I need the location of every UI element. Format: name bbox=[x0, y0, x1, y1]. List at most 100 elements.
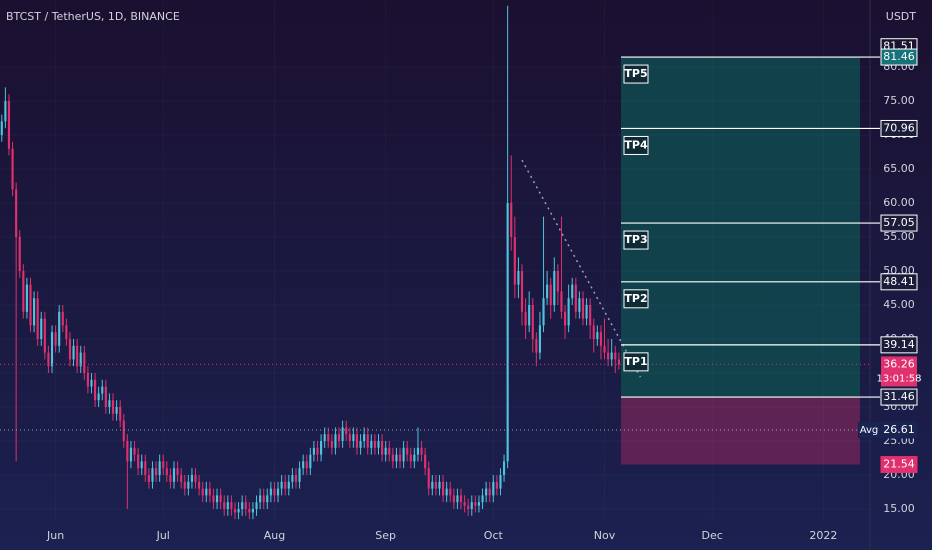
candle-body bbox=[273, 488, 276, 496]
candle-body bbox=[65, 325, 68, 340]
candle-body bbox=[50, 332, 54, 367]
avg-tag-box bbox=[858, 422, 880, 439]
candle-body bbox=[61, 311, 64, 326]
candle-body bbox=[334, 434, 337, 448]
candle-body bbox=[517, 270, 520, 285]
candle-body bbox=[312, 447, 315, 455]
target-tag: TP1 bbox=[624, 355, 647, 368]
target-price-label: 48.41 bbox=[883, 275, 915, 288]
chart-title: BTCST / TetherUS, 1D, BINANCE bbox=[6, 10, 180, 23]
candle-body bbox=[4, 100, 7, 122]
candle-body bbox=[133, 447, 136, 455]
countdown-label: 13:01:58 bbox=[877, 373, 922, 384]
candle-body bbox=[190, 475, 194, 482]
candle-body bbox=[434, 481, 437, 489]
candle-body bbox=[201, 488, 204, 496]
candle-body bbox=[377, 441, 380, 448]
candle-body bbox=[47, 352, 50, 367]
candles bbox=[0, 5, 620, 520]
candle-body bbox=[546, 284, 549, 299]
candle-body bbox=[366, 434, 369, 448]
target-tag: TP5 bbox=[624, 67, 647, 80]
candle-body bbox=[391, 454, 394, 462]
target-tag: TP3 bbox=[624, 233, 647, 246]
candle-body bbox=[158, 461, 161, 476]
candle-body bbox=[172, 468, 176, 482]
target-price-label: 70.96 bbox=[883, 121, 915, 134]
candle-body bbox=[154, 468, 158, 476]
candle-body bbox=[535, 339, 538, 353]
candle-body bbox=[502, 461, 506, 476]
candle-body bbox=[233, 509, 237, 513]
candle-body bbox=[445, 488, 448, 496]
candle-body bbox=[574, 284, 577, 312]
candle-body bbox=[205, 488, 208, 496]
candle-body bbox=[355, 434, 359, 448]
target-tag: TP2 bbox=[624, 292, 647, 305]
candle-body bbox=[237, 509, 240, 513]
candle-body bbox=[352, 434, 355, 442]
target-tag-box bbox=[623, 230, 649, 250]
candle-body bbox=[305, 461, 308, 469]
candle-body bbox=[381, 441, 384, 455]
candle-body bbox=[542, 298, 545, 326]
candle-body bbox=[449, 488, 452, 496]
candle-body bbox=[485, 488, 488, 496]
candle-body bbox=[510, 202, 513, 237]
candle-body bbox=[259, 495, 262, 503]
candle-body bbox=[280, 481, 283, 489]
candle-body bbox=[248, 509, 251, 513]
candle-body bbox=[495, 481, 498, 489]
candle-body bbox=[459, 495, 463, 503]
candle-body bbox=[309, 454, 312, 469]
candle-body bbox=[137, 454, 140, 469]
candle-body bbox=[370, 441, 373, 448]
candle-body bbox=[298, 468, 301, 482]
candle-body bbox=[266, 495, 269, 503]
target-tag-box bbox=[623, 352, 649, 372]
candle-body bbox=[427, 468, 430, 489]
candle-body bbox=[599, 332, 603, 346]
y-tick-label: 45.00 bbox=[883, 298, 915, 311]
candle-body bbox=[513, 236, 516, 285]
candle-body bbox=[11, 148, 14, 190]
candle-body bbox=[388, 447, 391, 455]
x-tick-label: 2022 bbox=[809, 529, 837, 542]
candle-body bbox=[592, 325, 595, 340]
candle-body bbox=[528, 304, 531, 326]
candle-body bbox=[567, 298, 570, 326]
x-tick-label: Oct bbox=[484, 529, 504, 542]
candle-body bbox=[15, 189, 18, 237]
candle-body bbox=[90, 379, 93, 387]
candle-body bbox=[183, 481, 186, 489]
candle-body bbox=[176, 468, 179, 476]
candle-body bbox=[198, 481, 201, 489]
candle-body bbox=[409, 454, 412, 462]
y-tick-label: 15.00 bbox=[883, 502, 915, 515]
candle-body bbox=[251, 509, 255, 513]
candle-body bbox=[607, 352, 610, 360]
candle-body bbox=[520, 270, 524, 312]
candle-body bbox=[0, 121, 3, 135]
candle-body bbox=[589, 304, 592, 326]
candle-body bbox=[269, 488, 272, 496]
candle-body bbox=[194, 475, 197, 482]
candle-body bbox=[402, 447, 405, 462]
candle-body bbox=[506, 202, 509, 462]
candle-body bbox=[226, 502, 229, 510]
candle-body bbox=[83, 352, 86, 374]
candle-body bbox=[395, 454, 398, 462]
candle-body bbox=[345, 427, 348, 435]
candle-body bbox=[29, 284, 32, 326]
candle-body bbox=[373, 441, 376, 448]
candle-body bbox=[7, 100, 11, 149]
y-tick-label: 55.00 bbox=[883, 230, 915, 243]
candle-body bbox=[614, 352, 617, 360]
candle-body bbox=[406, 447, 409, 455]
candle-body bbox=[212, 495, 215, 503]
candle-body bbox=[560, 291, 563, 312]
x-tick-label: Jul bbox=[156, 529, 170, 542]
candle-body bbox=[337, 434, 341, 442]
candle-body bbox=[40, 318, 43, 340]
